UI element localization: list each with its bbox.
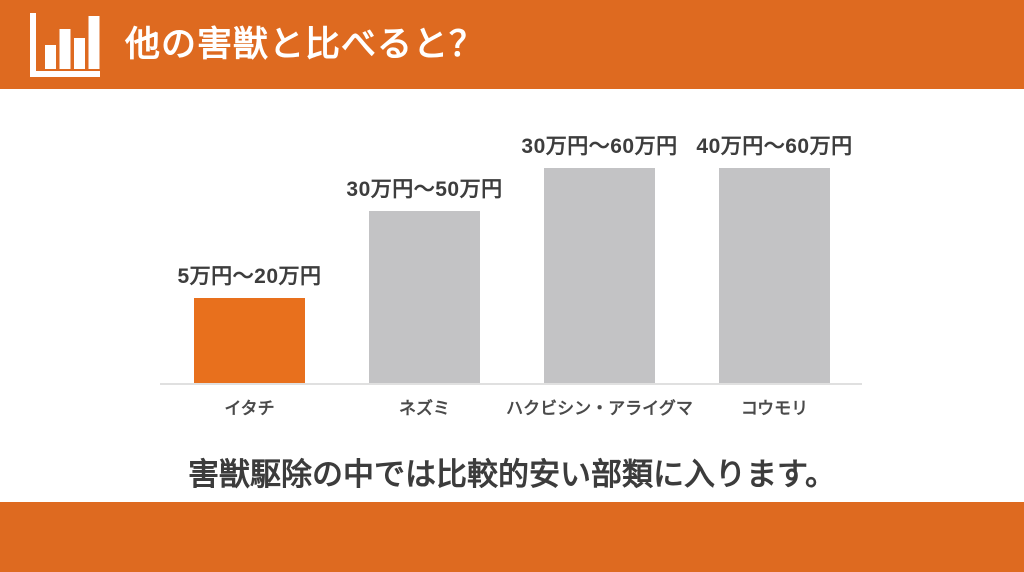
page-title: 他の害獣と比べると？ [125,25,486,64]
bar-column: 40万円〜60万円コウモリ [687,0,862,418]
bar-column: 5万円〜20万円イタチ [162,0,337,418]
bar-column: 30万円〜60万円ハクビシン・アライグマ [506,0,693,418]
bar-value-label: 30万円〜50万円 [346,178,503,201]
bar [369,211,480,384]
bar-highlighted [194,298,305,384]
bar-value-label: 40万円〜60万円 [696,135,853,158]
bar-category-label: コウモリ [740,399,809,418]
bar-value-label: 5万円〜20万円 [177,265,322,288]
bar [544,168,655,384]
bar-chart-icon [30,12,100,77]
footer-bar [0,502,1024,572]
bar-value-label: 30万円〜60万円 [521,135,678,158]
header-bar: 他の害獣と比べると？ [0,0,1024,89]
bar-columns: 5万円〜20万円 イタチ 30万円〜50万円 ネズミ 30万円〜60万円 ハクビシン・アラ… [162,0,862,418]
chart-baseline [160,383,862,385]
bar-category-label: ネズミ [399,399,450,418]
bar-category-label: ハクビシン・アライグマ [506,399,693,418]
bar-column: 30万円〜50万円ネズミ [337,0,512,418]
bar [719,168,830,384]
bar-category-label: イタチ [224,399,275,418]
conclusion-text: 害獣駆除の中では比較的安い部類に入ります。 [188,457,836,492]
